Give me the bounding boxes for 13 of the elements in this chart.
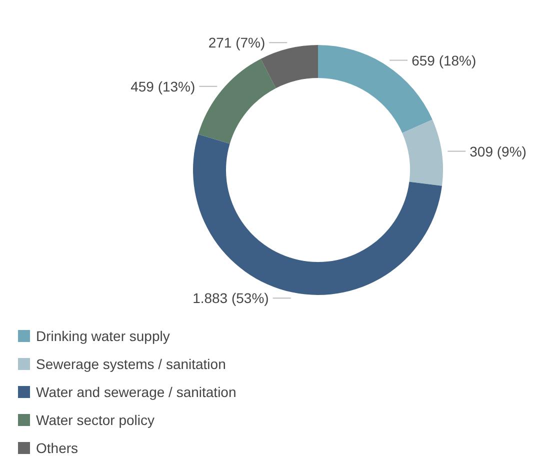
legend-label: Water sector policy [36, 411, 155, 430]
data-label: 271 (7%) [208, 34, 266, 51]
legend-label: Water and sewerage / sanitation [36, 383, 236, 402]
legend-label: Others [36, 439, 78, 458]
legend-label: Sewerage systems / sanitation [36, 355, 226, 374]
data-label: 659 (18%) [412, 52, 476, 68]
donut-slice [318, 45, 432, 133]
data-label: 459 (13%) [130, 78, 196, 94]
donut-slice [198, 58, 276, 144]
donut-slice [402, 120, 443, 186]
data-label: 1.883 (53%) [192, 290, 269, 306]
legend-label: Drinking water supply [36, 327, 170, 346]
data-label: 309 (9%) [470, 143, 526, 160]
